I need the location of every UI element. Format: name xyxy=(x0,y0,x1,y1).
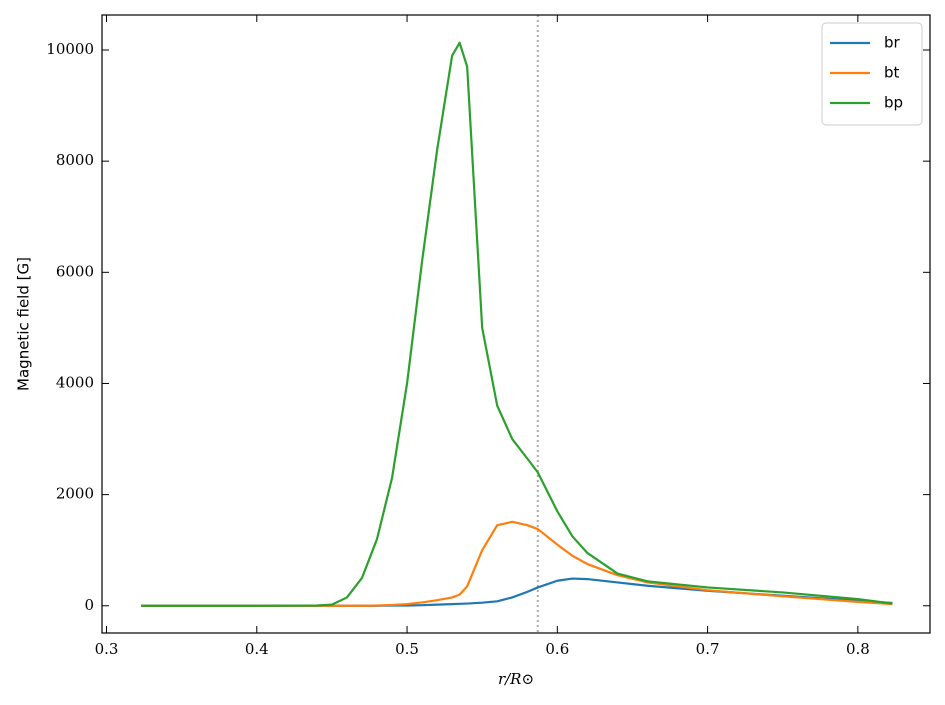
y-tick-label: 2000 xyxy=(56,485,94,503)
x-tick-label: 0.4 xyxy=(245,640,269,658)
plot-frame xyxy=(101,14,931,634)
x-tick-label: 0.8 xyxy=(846,640,870,658)
legend: br bt bp xyxy=(821,22,923,126)
legend-label: br xyxy=(884,34,901,52)
y-tick-label: 10000 xyxy=(46,40,94,58)
line-series xyxy=(141,41,893,607)
x-axis-label: r/R⊙ xyxy=(498,670,534,688)
x-tick-label: 0.3 xyxy=(95,640,119,658)
y-tick-label: 4000 xyxy=(56,373,94,391)
legend-box xyxy=(821,22,923,126)
x-tick-label: 0.5 xyxy=(395,640,419,658)
y-tick-label: 0 xyxy=(84,596,94,614)
line-series xyxy=(141,520,893,607)
y-tick-label: 8000 xyxy=(56,151,94,169)
x-tick-label: 0.6 xyxy=(545,640,569,658)
x-tick-label: 0.7 xyxy=(696,640,720,658)
y-tick-label: 6000 xyxy=(56,262,94,280)
legend-label: bp xyxy=(884,94,903,112)
legend-label: bt xyxy=(884,64,900,82)
y-axis-label: Magnetic field [G] xyxy=(15,257,33,391)
